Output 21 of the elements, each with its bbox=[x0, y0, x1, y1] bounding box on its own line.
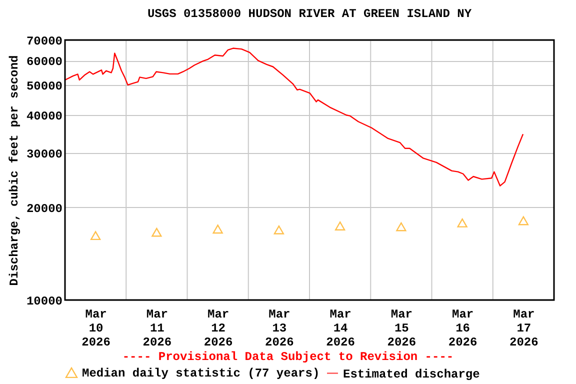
text: ---- Provisional Data Subject to Revision ---- bbox=[121, 350, 455, 364]
chart-title: USGS 01358000 HUDSON RIVER AT GREEN ISLAND NY bbox=[147, 7, 472, 21]
legend-label: Median daily statistic (77 years) bbox=[82, 366, 320, 381]
x-tick-label: Mar 14 2026 bbox=[326, 308, 355, 350]
x-tick-label: Mar 12 2026 bbox=[204, 308, 233, 350]
x-tick-label: Mar 17 2026 bbox=[510, 308, 538, 350]
y-axis-title: Discharge, cubic feet per second bbox=[7, 55, 22, 286]
x-tick-label: Mar 16 2026 bbox=[448, 308, 478, 350]
y-tick-label: 50000 bbox=[26, 79, 62, 94]
x-tick-label: Mar 15 2026 bbox=[387, 308, 416, 350]
legend-label: Estimated discharge bbox=[343, 367, 480, 382]
x-tick-label: Mar 13 2026 bbox=[265, 308, 294, 350]
y-tick-label: 10000 bbox=[26, 294, 62, 308]
y-tick-label: 30000 bbox=[26, 148, 62, 162]
line-series bbox=[64, 48, 524, 186]
y-tick-label: 40000 bbox=[26, 109, 62, 124]
y-tick-label: 20000 bbox=[26, 202, 62, 216]
y-tick-label: 70000 bbox=[26, 34, 62, 48]
x-tick-label: Mar 10 2026 bbox=[82, 308, 110, 350]
x-tick-label: Mar 11 2026 bbox=[142, 308, 172, 350]
y-tick-label: 60000 bbox=[26, 55, 62, 70]
